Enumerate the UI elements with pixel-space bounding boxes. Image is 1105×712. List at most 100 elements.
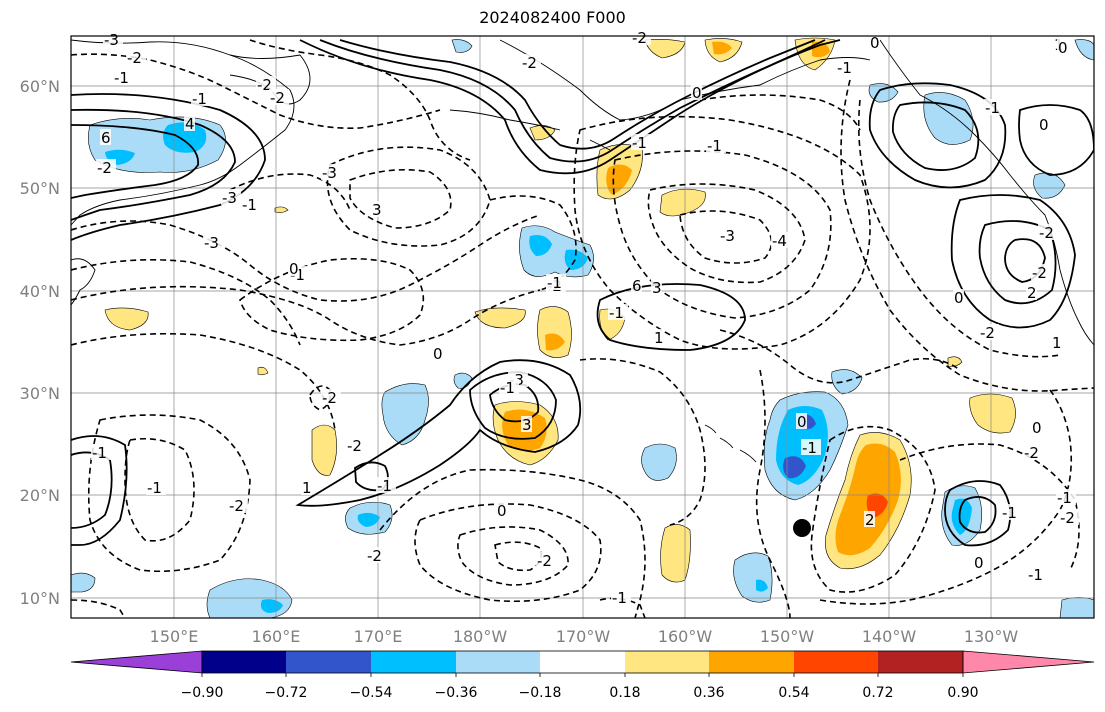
contour-positive [950,194,1076,329]
contour-label: -2 [537,552,552,570]
negative-anomaly-core [564,249,588,270]
contour-label-bg [321,389,341,405]
contour-label-bg [103,31,123,47]
colorbar-segment [371,651,456,673]
contour-label-bg [113,69,133,85]
longitude-label: 140°W [862,627,917,646]
contour-label-bg [228,497,248,513]
contour-label-bg [631,29,651,45]
contour-label-bg [953,289,964,305]
colorbar-tick-label: −0.72 [265,685,308,701]
contour-label-bg [973,554,984,570]
contour-label-bg [371,201,382,217]
contour-label-bg [836,59,856,75]
colorbar-tick-label: 0.36 [693,685,724,701]
plot-frame [70,35,1095,619]
contour-label-bg [203,234,223,250]
contour-label: 0 [797,413,807,431]
negative-anomaly-area [1074,39,1094,61]
negative-anomaly-core [260,599,283,613]
contour-label: 6 [632,277,642,295]
contour-label: -1 [1057,489,1072,507]
contour-label-bg [496,502,507,518]
contour-label-bg [796,413,807,429]
latitude-label: 50°N [20,179,60,198]
contour-label-bg [608,304,628,320]
contour-positive [71,451,113,529]
latitude-label: 30°N [20,384,60,403]
latitude-labels: 10°N 20°N 30°N 40°N 50°N 60°N [20,77,60,608]
contour-label-bg [536,552,556,568]
contour-negative [755,369,791,618]
contour-negative [71,285,541,346]
negative-anomaly-area [71,572,96,593]
contour-negative [87,414,251,572]
contour-positive [1018,104,1094,176]
contour-label-bg [521,54,541,70]
colorbar-segment [540,651,625,673]
positive-anomaly-area [311,424,337,476]
contour-label-bg [1056,489,1076,505]
positive-anomaly-area [104,307,149,331]
contour-label-bg [653,329,664,345]
contour-negative [71,214,541,302]
contour-label-bg [1038,116,1049,132]
colorbar-segment [625,651,709,673]
positive-anomaly-area [537,306,572,358]
colorbar-segment [456,651,540,673]
contour-label-bg [184,115,195,131]
contour-label: -2 [322,389,337,407]
contour-label: 0 [497,502,507,520]
contour-label-bg [801,439,821,455]
colorbar-tick-label: −0.90 [181,685,224,701]
colorbar-tick-label: 0.72 [862,685,893,701]
contour-label: -1 [242,196,257,214]
contour-negative [647,183,806,284]
contour-label-bg [96,159,116,175]
contour-label: -2 [1032,264,1047,282]
negative-anomaly-area [451,39,473,53]
longitude-label: 150°E [150,627,199,646]
contour-negative [899,443,1080,571]
contour-negative [326,146,491,247]
contour-label-bg [864,511,875,527]
negative-anomaly-core-strong [783,456,806,479]
negative-anomaly-area [831,369,863,395]
contour-label: -1 [1002,504,1017,522]
positive-anomaly-area [644,39,686,59]
colorbar-frame [201,650,964,674]
contour-label-bg [1031,419,1042,435]
colorbar-segment [202,651,286,673]
contour-label-bg [366,547,386,563]
contour-label: -2 [270,89,285,107]
contour-label-bg [719,227,739,243]
contour-label-bg [376,477,396,493]
negative-anomaly-core [529,235,552,256]
contour-label: 0 [1032,419,1042,437]
longitude-label: 170°E [354,627,403,646]
contour-negative [239,257,425,342]
contour-label: 0 [433,345,443,363]
negative-anomaly-area [868,83,899,103]
colorbar: −0.90 −0.72 −0.54 −0.36 −0.18 0.18 0.36 0.54 0.7… [70,650,1095,701]
contour-label: -2 [632,29,647,47]
contour-label: -4 [772,232,787,250]
contour-label: -2 [1024,444,1039,462]
contour-negative [699,94,861,131]
contour-positive [299,39,841,175]
contour-negative [124,437,195,542]
longitude-label: 150°W [760,627,815,646]
contour-negative [249,39,471,161]
contour-negative [810,425,936,593]
contour-label: 2 [865,511,875,529]
contour-label-bg [146,479,166,495]
contour-label: -2 [522,54,537,72]
longitude-label: 160°W [658,627,713,646]
contour-positive [958,496,997,534]
contour-negative [349,168,452,229]
contour-label: -3 [104,31,119,49]
longitude-label: 180°W [453,627,508,646]
colorbar-segment [709,651,794,673]
contour-positive [71,108,236,221]
